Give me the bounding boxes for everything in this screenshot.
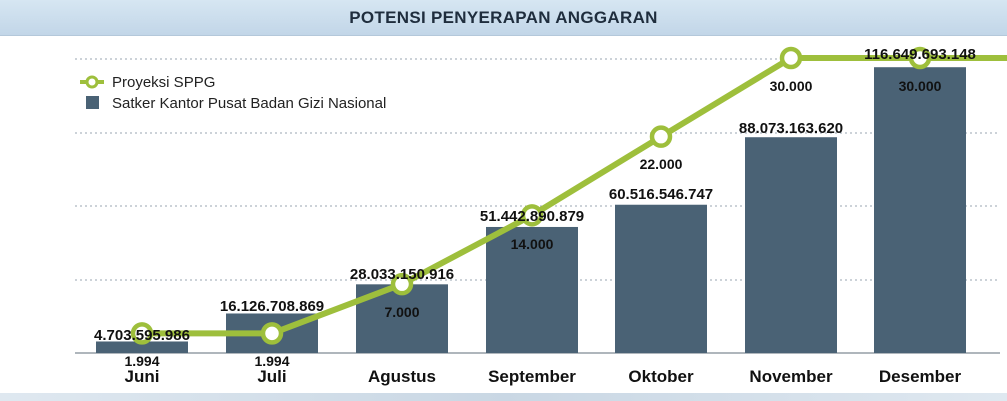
bar-value-label: 60.516.546.747	[609, 186, 713, 203]
line-point-oktober	[649, 125, 673, 148]
bar-oktober	[615, 204, 707, 353]
category-label: Agustus	[368, 367, 436, 386]
bar-value-label: 51.442.890.879	[480, 208, 584, 225]
line-proyeksi-sppg	[139, 55, 1007, 337]
category-label: Juni	[125, 367, 160, 386]
category-label: September	[488, 367, 576, 386]
legend-label-proyeksi: Proyeksi SPPG	[112, 74, 215, 91]
chart-title: POTENSI PENYERAPAN ANGGARAN	[349, 7, 658, 27]
line-point-desember	[908, 46, 932, 70]
line-point-juli	[260, 322, 284, 345]
line-value-label: 22.000	[640, 156, 683, 172]
bar-september	[486, 226, 578, 353]
category-label: Desember	[879, 367, 962, 386]
legend-bar-swatch	[86, 96, 99, 109]
line-point-agustus	[390, 272, 414, 296]
budget-chart: 4.703.595.986 16.126.708.869 28.033.150.91…	[75, 46, 1007, 386]
category-label: Juli	[257, 367, 286, 386]
legend-line-marker	[85, 75, 99, 89]
line-value-label: 14.000	[511, 236, 554, 252]
bar-november	[745, 137, 837, 353]
line-point-september	[520, 204, 544, 227]
legend-label-satker: Satker Kantor Pusat Badan Gizi Nasional	[112, 95, 386, 112]
bar-value-label: 4.703.595.986	[94, 327, 190, 344]
line-point-juni	[130, 322, 154, 345]
bar-value-label: 116.649.693.148	[864, 46, 976, 63]
bar-desember	[874, 67, 966, 353]
line-value-label: 1.994	[254, 353, 289, 369]
line-point-november	[779, 46, 803, 70]
line-value-label: 1.994	[124, 353, 159, 369]
line-value-label: 30.000	[899, 78, 942, 94]
bar-value-label: 16.126.708.869	[220, 298, 324, 315]
category-label: Oktober	[628, 367, 694, 386]
line-value-label: 7.000	[384, 304, 419, 320]
bottom-strip	[0, 393, 1007, 401]
bar-juni	[96, 341, 188, 353]
line-value-label: 30.000	[770, 78, 813, 94]
bar-value-label: 88.073.163.620	[739, 120, 843, 137]
category-label: November	[749, 367, 833, 386]
bar-value-label: 28.033.150.916	[350, 266, 454, 283]
chart-title-bar: POTENSI PENYERAPAN ANGGARAN	[0, 0, 1007, 36]
